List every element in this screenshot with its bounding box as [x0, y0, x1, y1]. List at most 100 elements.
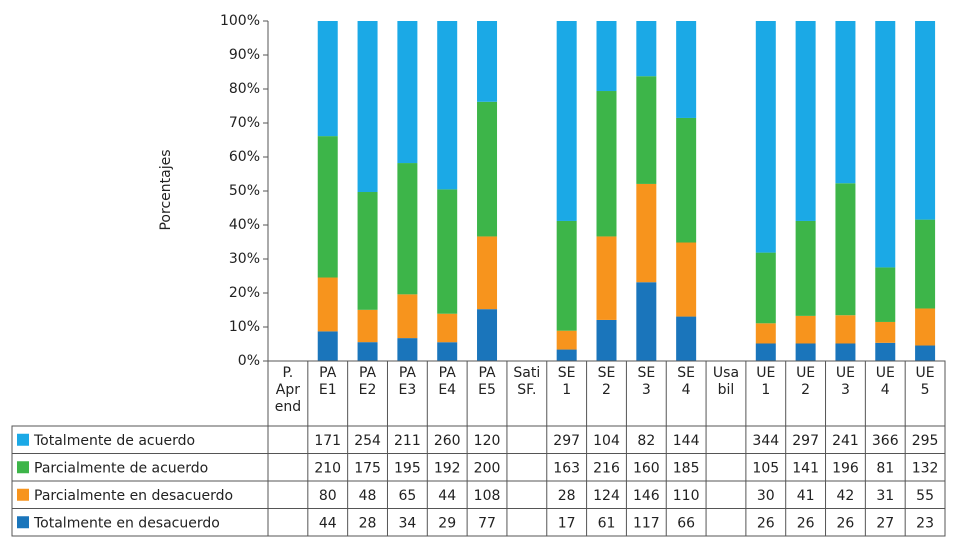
x-tick-label: UE: [876, 365, 895, 381]
bar-segment: [556, 220, 577, 331]
bar-segment: [915, 345, 936, 361]
table-value: 65: [398, 488, 416, 504]
x-tick-label: UE: [756, 365, 775, 381]
table-value: 31: [876, 488, 894, 504]
x-tick-label: E3: [398, 382, 416, 398]
bar-segment: [835, 183, 856, 316]
y-axis-label: Porcentajes: [158, 149, 174, 230]
bar-segment: [676, 21, 697, 118]
x-tick-label: SE: [677, 365, 695, 381]
x-tick-label: 5: [921, 382, 930, 398]
bar-segment: [676, 242, 697, 317]
bar-segment: [636, 21, 657, 77]
x-tick-label: end: [275, 399, 301, 415]
x-tick-label: 4: [682, 382, 691, 398]
bar-segment: [437, 313, 458, 343]
legend-label: Parcialmente de acuerdo: [34, 460, 208, 476]
table-value: 44: [438, 488, 456, 504]
x-tick-label: Usa: [713, 365, 739, 381]
table-value: 27: [876, 515, 894, 531]
table-value: 132: [912, 460, 939, 476]
table-value: 82: [637, 433, 655, 449]
y-tick-label: 30%: [229, 251, 260, 267]
table-value: 216: [593, 460, 620, 476]
x-tick-label: UE: [916, 365, 935, 381]
y-tick-label: 40%: [229, 217, 260, 233]
x-tick-label: 3: [841, 382, 850, 398]
x-tick-label: bil: [718, 382, 735, 398]
legend-swatch: [17, 461, 29, 474]
y-tick-label: 80%: [229, 81, 260, 97]
table-value: 44: [319, 515, 337, 531]
table-value: 17: [558, 515, 576, 531]
bar-segment: [636, 76, 657, 184]
bar-segment: [317, 136, 338, 278]
bar-segment: [875, 342, 896, 361]
bar-segment: [795, 21, 816, 221]
bar-segment: [477, 101, 498, 237]
table-value: 34: [398, 515, 416, 531]
bar-segment: [676, 117, 697, 243]
table-value: 160: [633, 460, 660, 476]
legend-label: Parcialmente en desacuerdo: [34, 488, 233, 504]
table-value: 108: [474, 488, 501, 504]
bar-segment: [755, 343, 776, 361]
x-tick-label: PA: [319, 365, 337, 381]
table-value: 254: [354, 433, 381, 449]
x-tick-label: SF.: [517, 382, 536, 398]
bar-segment: [556, 330, 577, 350]
table-value: 77: [478, 515, 496, 531]
x-tick-label: SE: [558, 365, 576, 381]
table-value: 144: [673, 433, 700, 449]
table-value: 185: [673, 460, 700, 476]
table-value: 200: [474, 460, 501, 476]
table-value: 81: [876, 460, 894, 476]
bar-segment: [437, 342, 458, 361]
legend-label: Totalmente en desacuerdo: [33, 515, 220, 531]
x-tick-label: 3: [642, 382, 651, 398]
table-value: 30: [757, 488, 775, 504]
legend-swatch: [17, 516, 29, 529]
bar-segment: [357, 309, 378, 343]
table-value: 105: [752, 460, 779, 476]
x-tick-label: PA: [399, 365, 417, 381]
bar-segment: [795, 220, 816, 316]
table-value: 171: [314, 433, 341, 449]
bar-segment: [795, 315, 816, 344]
bar-segment: [477, 21, 498, 102]
table-value: 61: [598, 515, 616, 531]
bar-segment: [915, 308, 936, 346]
x-tick-label: SE: [598, 365, 616, 381]
bar-segment: [835, 315, 856, 344]
table-value: 42: [837, 488, 855, 504]
bar-segment: [317, 277, 338, 332]
bar-segment: [397, 21, 418, 164]
table-value: 117: [633, 515, 660, 531]
table-value: 110: [673, 488, 700, 504]
table-value: 146: [633, 488, 660, 504]
bar-segment: [636, 183, 657, 283]
y-tick-label: 20%: [229, 285, 260, 301]
table-value: 211: [394, 433, 421, 449]
x-tick-label: UE: [836, 365, 855, 381]
bar-segment: [357, 21, 378, 193]
bar-segment: [477, 309, 498, 361]
x-tick-label: 2: [602, 382, 611, 398]
table-value: 23: [916, 515, 934, 531]
x-tick-label: 1: [761, 382, 770, 398]
y-tick-label: 10%: [229, 319, 260, 335]
x-tick-label: UE: [796, 365, 815, 381]
table-value: 55: [916, 488, 934, 504]
y-tick-label: 100%: [220, 13, 260, 29]
x-tick-label: Apr: [276, 382, 300, 398]
bar-segment: [397, 338, 418, 361]
legend-label: Totalmente de acuerdo: [33, 433, 195, 449]
table-value: 28: [558, 488, 576, 504]
bar-segment: [437, 21, 458, 190]
table-value: 196: [832, 460, 859, 476]
bar-segment: [596, 319, 617, 361]
x-tick-label: PA: [439, 365, 457, 381]
bar-segment: [875, 321, 896, 343]
x-tick-label: 4: [881, 382, 890, 398]
